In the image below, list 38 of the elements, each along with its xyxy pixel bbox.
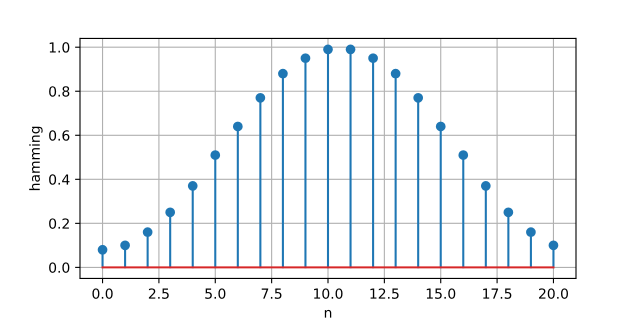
point	[278, 68, 288, 78]
point	[142, 227, 152, 238]
point	[256, 92, 266, 103]
point	[120, 240, 130, 250]
y-tick-label: 0.8	[49, 86, 70, 97]
y-tick-label: 1.0	[50, 42, 70, 53]
point	[232, 122, 243, 132]
point	[300, 53, 310, 64]
point	[210, 150, 220, 160]
y-tick-label: 0.0	[49, 262, 70, 273]
point	[346, 44, 356, 54]
point	[526, 227, 536, 238]
point	[436, 122, 446, 132]
x-tick-label: 0.0	[92, 288, 113, 299]
y-tick-label: 0.6	[49, 130, 70, 141]
point	[323, 44, 333, 54]
y-tick-label: 0.2	[49, 218, 69, 229]
x-tick-label: 5.0	[205, 288, 226, 299]
point	[504, 207, 514, 218]
point	[98, 244, 108, 255]
x-tick-label: 10.0	[314, 288, 343, 299]
point	[390, 68, 400, 78]
point	[165, 207, 176, 218]
point	[368, 53, 378, 64]
x-tick-label: 7.5	[262, 288, 282, 299]
point	[548, 240, 558, 250]
x-tick-label: 17.5	[483, 288, 512, 299]
x-tick-label: 15.0	[426, 288, 456, 299]
x-axis-title: n	[324, 310, 332, 318]
point	[480, 181, 491, 191]
point	[188, 181, 198, 191]
x-tick-label: 20.0	[539, 288, 568, 299]
x-tick-label: 2.5	[148, 288, 169, 299]
y-axis-title: hamming	[29, 126, 43, 190]
y-tick-label: 0.4	[49, 174, 70, 185]
x-tick-label: 12.5	[370, 288, 399, 299]
point	[458, 150, 468, 160]
point	[413, 92, 424, 103]
